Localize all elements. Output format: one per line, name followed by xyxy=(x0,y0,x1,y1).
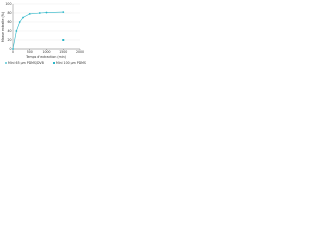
y-tick-label: 40 xyxy=(7,29,11,33)
data-point xyxy=(12,48,14,50)
y-tick-label: 100 xyxy=(5,2,11,6)
x-tick-label: 500 xyxy=(27,50,33,54)
data-point xyxy=(62,11,65,14)
y-tick-label: 0 xyxy=(9,47,11,51)
x-tick-label: 0 xyxy=(12,50,14,54)
legend-label: Mini 100 µm PDMS xyxy=(56,61,86,65)
data-point xyxy=(45,11,48,14)
legend-swatch xyxy=(5,62,7,64)
data-point xyxy=(22,16,24,19)
data-point xyxy=(38,12,41,14)
y-tick-label: 20 xyxy=(7,38,11,42)
legend-label: Mini 65 µm PDMS/DVB xyxy=(8,61,44,65)
x-tick-label: 1000 xyxy=(42,50,50,54)
data-point xyxy=(18,21,21,23)
x-tick-label: 1500 xyxy=(59,50,67,54)
y-tick-label: 60 xyxy=(7,20,11,24)
legend-swatch xyxy=(53,62,55,64)
data-point xyxy=(62,39,65,41)
series-line xyxy=(12,11,64,50)
x-axis-label: Temps d'extraction (min) xyxy=(25,55,66,59)
data-point xyxy=(15,30,18,32)
y-axis-label: Masse extraite (%) xyxy=(1,12,5,42)
chart: Masse extraite (%) Temps d'extraction (m… xyxy=(1,2,86,65)
x-tick-label: 2000 xyxy=(76,50,84,54)
data-point xyxy=(28,13,31,15)
y-tick-label: 80 xyxy=(7,11,11,15)
